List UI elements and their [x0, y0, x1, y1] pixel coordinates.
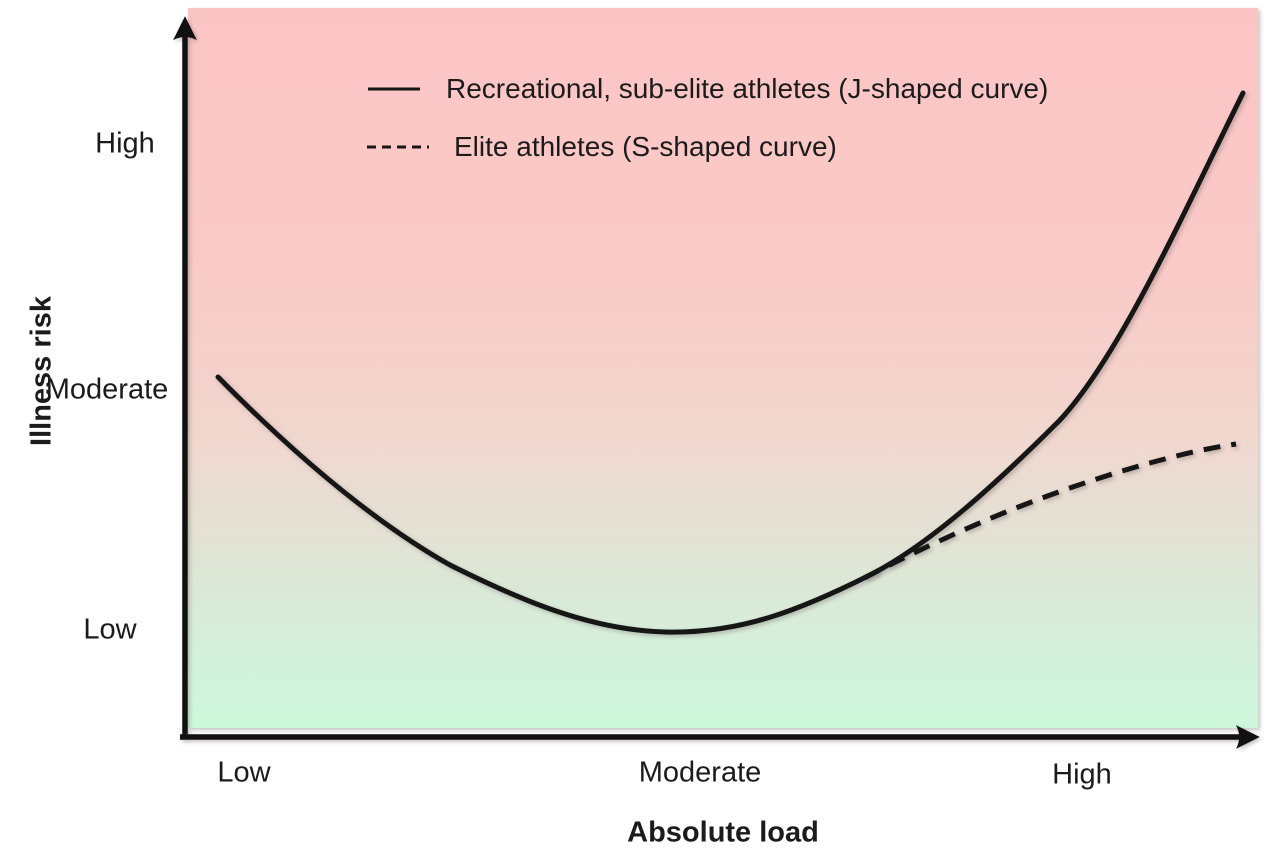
elite-athletes-curve	[862, 441, 1237, 581]
solid-line-sample-icon	[368, 87, 420, 91]
legend-item-recreational: Recreational, sub-elite athletes (J-shap…	[366, 72, 1048, 106]
dashed-line-sample-icon	[367, 145, 429, 149]
x-tick-high: High	[1052, 758, 1112, 791]
risk-gradient-background	[188, 8, 1258, 728]
x-axis-title: Absolute load	[627, 816, 819, 849]
y-tick-high: High	[95, 127, 155, 160]
x-tick-moderate: Moderate	[638, 756, 762, 789]
legend-item-elite: Elite athletes (S-shaped curve)	[366, 130, 837, 164]
y-axis-title: Illness risk	[25, 296, 58, 446]
y-tick-low: Low	[83, 613, 137, 646]
recreational-subelite-curve	[215, 90, 1246, 635]
x-tick-low: Low	[217, 756, 271, 789]
y-tick-moderate: Moderate	[45, 373, 169, 406]
legend-label-elite: Elite athletes (S-shaped curve)	[454, 131, 837, 162]
legend-label-recreational: Recreational, sub-elite athletes (J-shap…	[446, 73, 1049, 104]
